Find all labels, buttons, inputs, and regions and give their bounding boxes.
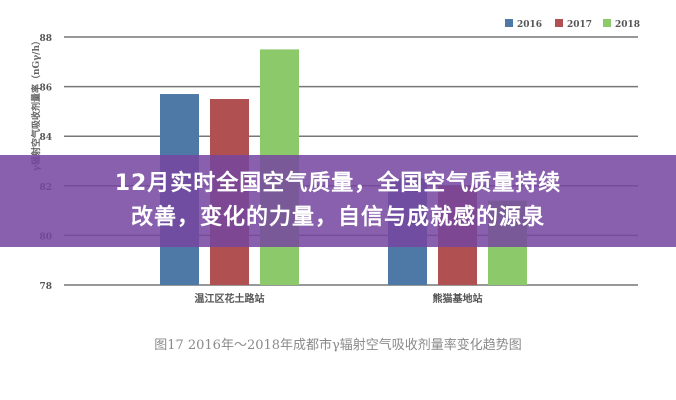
legend-label-2016: 2016 xyxy=(517,20,542,30)
headline-line-2: 改善，变化的力量，自信与成就感的源泉 xyxy=(130,205,545,230)
headline-line-1: 12月实时全国空气质量，全国空气质量持续 xyxy=(114,171,562,196)
legend-swatch-2017 xyxy=(555,19,563,27)
x-tick-label: 熊猫基地站 xyxy=(433,292,483,305)
legend-swatch-2018 xyxy=(603,19,611,27)
figure-caption: 图17 2016年～2018年成都市γ辐射空气吸收剂量率变化趋势图 xyxy=(154,338,522,353)
legend-label-2018: 2018 xyxy=(615,20,640,30)
y-tick-label: 86 xyxy=(39,84,52,94)
y-tick-label: 84 xyxy=(39,133,52,143)
y-axis-label: γ辐射空气吸收剂量率（nGγ/h） xyxy=(30,36,42,171)
headline-banner: 12月实时全国空气质量，全国空气质量持续 改善，变化的力量，自信与成就感的源泉 xyxy=(0,155,676,247)
legend-swatch-2016 xyxy=(505,19,513,27)
y-tick-label: 88 xyxy=(39,34,52,44)
x-tick-label: 温江区花土路站 xyxy=(195,292,265,305)
legend-label-2017: 2017 xyxy=(567,20,592,30)
y-tick-label: 78 xyxy=(39,282,52,292)
